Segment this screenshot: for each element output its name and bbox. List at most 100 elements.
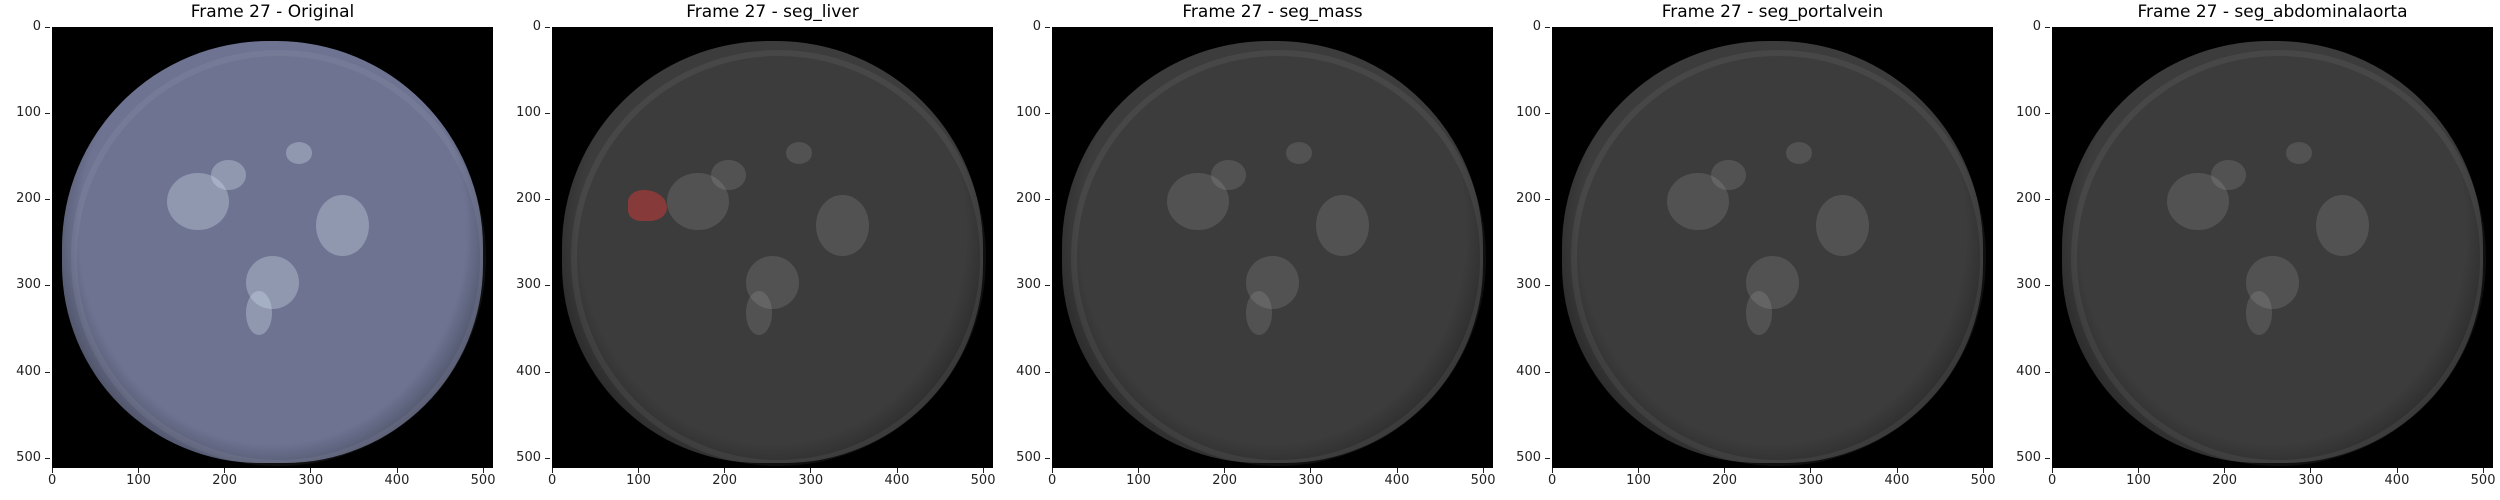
x-tick-mark [52,468,53,473]
y-tick-mark [1045,199,1050,201]
y-tick-label: 100 [1516,105,1541,121]
x-axis: 0 100 200 300 400 500 [1048,468,1495,494]
y-tick-label: 400 [516,363,541,379]
x-tick-mark [982,468,984,473]
ct-image [1552,27,1993,468]
x-tick-label: 400 [884,473,910,488]
x-tick-mark [1138,468,1140,473]
x-tick-label: 300 [798,473,824,488]
x-tick-mark [638,468,640,473]
x-tick-label: 500 [970,473,996,488]
y-tick-mark [545,27,550,28]
x-tick-label: 400 [1884,473,1910,488]
y-tick-mark [545,371,550,373]
scanner-ring [1570,49,1987,466]
x-tick-label: 500 [1970,473,1996,488]
organ-shape [1816,194,1870,257]
image-panel-2: Frame 27 - seg_liver 0 100 200 300 400 500 0 100… [500,0,995,500]
image-panel-5: Frame 27 - seg_abdominalaorta 0 100 200 300 4… [2000,0,2495,500]
ct-image [52,27,493,468]
ct-image [552,27,993,468]
x-axis: 0 100 200 300 400 500 [548,468,996,494]
x-axis: 0 100 200 300 400 500 [1548,468,1996,494]
y-axis: 0 100 200 300 400 500 [2000,19,2050,468]
y-tick-label: 0 [32,19,41,34]
y-tick-label: 200 [16,191,41,207]
organ-shape [2316,194,2370,257]
x-tick-mark [2482,468,2484,473]
x-tick-label: 300 [298,473,324,488]
y-tick-mark [1545,457,1550,459]
organ-shape [1711,159,1747,191]
x-tick-mark [2224,468,2226,473]
x-tick-mark [1310,468,1312,473]
organ-shape [167,172,229,230]
x-axis: 0 100 200 300 400 500 [2048,468,2496,494]
x-tick-label: 400 [1384,473,1410,488]
y-tick-mark [1045,113,1050,115]
y-tick-label: 300 [2016,277,2041,293]
x-tick-label: 200 [1712,473,1738,488]
segmentation-overlay [627,190,668,222]
y-tick-mark [2045,371,2050,373]
y-tick-mark [545,113,550,115]
x-tick-label: 0 [1048,473,1057,488]
y-tick-label: 500 [2016,449,2041,465]
x-tick-mark [138,468,140,473]
y-tick-mark [45,199,50,201]
organ-shape [1746,291,1773,336]
y-tick-label: 100 [2016,105,2041,121]
y-tick-mark [45,27,50,28]
x-tick-mark [482,468,484,473]
organ-shape [2167,172,2229,230]
y-tick-mark [2045,199,2050,201]
x-tick-mark [1896,468,1898,473]
organ-shape [816,194,870,257]
y-axis: 0 100 200 300 400 500 [0,19,50,468]
y-tick-mark [1545,27,1550,28]
x-tick-label: 200 [2212,473,2238,488]
x-tick-label: 0 [48,473,57,488]
x-tick-mark [1724,468,1726,473]
y-tick-label: 100 [1016,105,1041,121]
x-tick-mark [1552,468,1553,473]
organ-shape [246,256,299,309]
y-tick-mark [2045,457,2050,459]
x-tick-mark [1482,468,1484,473]
x-tick-mark [896,468,898,473]
organ-shape [1167,172,1229,230]
y-tick-mark [45,285,50,287]
x-tick-mark [2310,468,2312,473]
y-tick-mark [2045,285,2050,287]
y-tick-label: 200 [2016,191,2041,207]
organ-shape [2285,142,2312,165]
x-tick-mark [1638,468,1640,473]
organ-shape [1316,194,1370,257]
panel-title: Frame 27 - seg_portalvein [1661,2,1884,22]
y-tick-label: 500 [1016,449,1041,465]
x-tick-label: 500 [2470,473,2496,488]
x-tick-mark [2396,468,2398,473]
organ-shape [667,172,729,230]
y-tick-label: 300 [16,277,41,293]
organ-shape [211,159,247,191]
organ-shape [316,194,370,257]
x-tick-mark [1224,468,1226,473]
x-tick-mark [724,468,726,473]
organ-shape [746,291,773,336]
x-tick-mark [1396,468,1398,473]
organ-shape [785,142,812,165]
x-tick-label: 100 [126,473,151,488]
x-tick-mark [1982,468,1984,473]
organ-shape [2211,159,2247,191]
image-panel-4: Frame 27 - seg_portalvein 0 100 200 300 400 50… [1500,0,1995,500]
panel-title: Frame 27 - seg_abdominalaorta [2137,2,2408,22]
y-tick-mark [45,113,50,115]
y-tick-mark [1545,371,1550,373]
x-tick-label: 400 [384,473,410,488]
organ-shape [1667,172,1729,230]
panel-title: Frame 27 - seg_mass [1182,2,1363,22]
x-tick-mark [1052,468,1053,473]
y-tick-mark [1545,199,1550,201]
y-tick-label: 500 [516,449,541,465]
